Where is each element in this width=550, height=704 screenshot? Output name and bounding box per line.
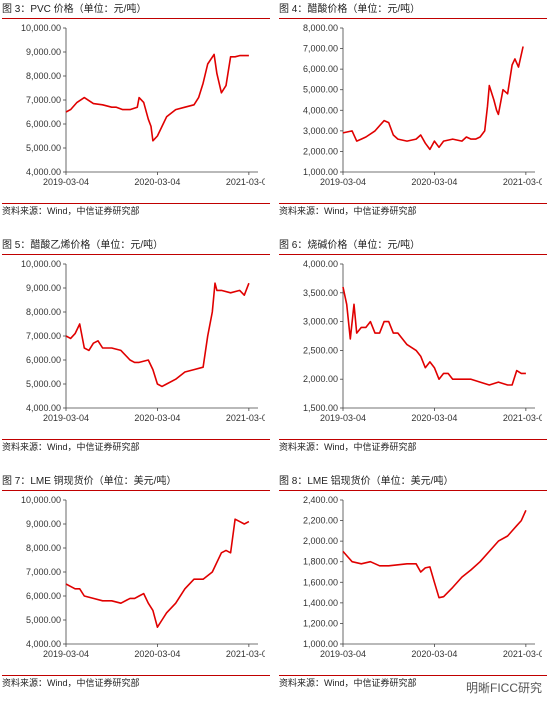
- y-tick-label: 10,000.00: [21, 23, 61, 33]
- y-tick-label: 6,000.00: [26, 591, 61, 601]
- x-tick-label: 2019-03-04: [43, 649, 89, 659]
- source-note: 资料来源：Wind，中信证券研究部: [2, 675, 270, 691]
- chart-title: 图 8：LME 铝现货价（单位：美元/吨）: [279, 474, 547, 491]
- y-tick-label: 7,000.00: [26, 567, 61, 577]
- x-tick-label: 2019-03-04: [43, 177, 89, 187]
- y-tick-label: 1,200.00: [303, 618, 338, 628]
- y-tick-label: 8,000.00: [303, 23, 338, 33]
- chart-title: 图 4：醋酸价格（单位：元/吨）: [279, 2, 547, 19]
- x-tick-label: 2021-03-04: [226, 649, 265, 659]
- x-tick-label: 2020-03-04: [134, 177, 180, 187]
- x-tick-label: 2019-03-04: [320, 413, 366, 423]
- source-note: 资料来源：Wind，中信证券研究部: [279, 675, 547, 691]
- chart-panel-4: 图 6：烧碱价格（单位：元/吨） 1,500.00 2,000.00 2,500.0…: [277, 236, 547, 468]
- y-tick-label: 4,000.00: [303, 259, 338, 269]
- source-note: 资料来源：Wind，中信证券研究部: [2, 203, 270, 219]
- x-tick-label: 2020-03-04: [134, 649, 180, 659]
- chart-panel-5: 图 7：LME 铜现货价（单位：美元/吨） 4,000.00 5,000.00 6,…: [0, 472, 270, 704]
- y-tick-label: 8,000.00: [26, 71, 61, 81]
- chart-panel-3: 图 5：醋酸乙烯价格（单位：元/吨） 4,000.00 5,000.00 6,000…: [0, 236, 270, 468]
- y-tick-label: 2,000.00: [303, 374, 338, 384]
- y-tick-label: 2,500.00: [303, 345, 338, 355]
- chart-plot: 4,000.00 5,000.00 6,000.00 7,000.00 8,000.00…: [21, 23, 265, 187]
- chart-panel-6: 图 8：LME 铝现货价（单位：美元/吨） 1,000.00 1,200.00 1,…: [277, 472, 547, 704]
- y-tick-label: 6,000.00: [26, 355, 61, 365]
- x-tick-label: 2019-03-04: [320, 649, 366, 659]
- x-tick-label: 2021-03-04: [503, 177, 542, 187]
- y-tick-label: 6,000.00: [26, 119, 61, 129]
- y-tick-label: 5,000.00: [26, 615, 61, 625]
- chart-panel-2: 图 4：醋酸价格（单位：元/吨） 1,000.00 2,000.00 3,000.0…: [277, 0, 547, 232]
- chart-panel-1: 图 3：PVC 价格（单位：元/吨） 4,000.00 5,000.00 6,000…: [0, 0, 270, 232]
- y-tick-label: 3,000.00: [303, 126, 338, 136]
- y-tick-label: 9,000.00: [26, 47, 61, 57]
- chart-plot: 1,000.00 1,200.00 1,400.00 1,600.00 1,800.00…: [303, 495, 542, 659]
- y-tick-label: 5,000.00: [26, 143, 61, 153]
- y-tick-label: 3,500.00: [303, 288, 338, 298]
- y-tick-label: 2,200.00: [303, 516, 338, 526]
- chart-title: 图 7：LME 铜现货价（单位：美元/吨）: [2, 474, 270, 491]
- x-tick-label: 2020-03-04: [411, 649, 457, 659]
- y-tick-label: 5,000.00: [26, 379, 61, 389]
- source-note: 资料来源：Wind，中信证券研究部: [279, 439, 547, 455]
- y-tick-label: 9,000.00: [26, 283, 61, 293]
- y-tick-label: 1,800.00: [303, 557, 338, 567]
- y-tick-label: 7,000.00: [303, 44, 338, 54]
- y-tick-label: 1,500.00: [303, 403, 338, 413]
- chart-title: 图 3：PVC 价格（单位：元/吨）: [2, 2, 270, 19]
- y-tick-label: 4,000.00: [26, 639, 61, 649]
- y-tick-label: 8,000.00: [26, 307, 61, 317]
- y-tick-label: 4,000.00: [26, 167, 61, 177]
- y-tick-label: 6,000.00: [303, 64, 338, 74]
- x-tick-label: 2021-03-04: [226, 413, 265, 423]
- chart-plot: 1,500.00 2,000.00 2,500.00 3,000.00 3,500.00…: [303, 259, 542, 423]
- y-tick-label: 2,000.00: [303, 536, 338, 546]
- x-tick-label: 2021-03-04: [503, 649, 542, 659]
- series-line: [65, 53, 249, 142]
- y-tick-label: 3,000.00: [303, 317, 338, 327]
- watermark-label: 明晰FICC研究: [464, 679, 544, 696]
- x-tick-label: 2019-03-04: [43, 413, 89, 423]
- y-tick-label: 2,000.00: [303, 146, 338, 156]
- y-tick-label: 1,000.00: [303, 167, 338, 177]
- y-tick-label: 8,000.00: [26, 543, 61, 553]
- source-note: 资料来源：Wind，中信证券研究部: [2, 439, 270, 455]
- y-tick-label: 9,000.00: [26, 519, 61, 529]
- series-line: [342, 286, 526, 386]
- y-tick-label: 2,400.00: [303, 495, 338, 505]
- series-line: [65, 282, 250, 388]
- series-line: [65, 518, 250, 628]
- x-tick-label: 2020-03-04: [411, 177, 457, 187]
- chart-title: 图 5：醋酸乙烯价格（单位：元/吨）: [2, 238, 270, 255]
- y-tick-label: 1,400.00: [303, 598, 338, 608]
- x-tick-label: 2021-03-04: [503, 413, 542, 423]
- y-tick-label: 1,600.00: [303, 577, 338, 587]
- chart-plot: 4,000.00 5,000.00 6,000.00 7,000.00 8,000.00…: [21, 259, 265, 423]
- y-tick-label: 4,000.00: [303, 105, 338, 115]
- chart-plot: 4,000.00 5,000.00 6,000.00 7,000.00 8,000.00…: [21, 495, 265, 659]
- series-line: [342, 509, 527, 599]
- chart-plot: 1,000.00 2,000.00 3,000.00 4,000.00 5,000.00…: [303, 23, 542, 187]
- x-tick-label: 2020-03-04: [411, 413, 457, 423]
- y-tick-label: 7,000.00: [26, 95, 61, 105]
- chart-title: 图 6：烧碱价格（单位：元/吨）: [279, 238, 547, 255]
- y-tick-label: 5,000.00: [303, 85, 338, 95]
- y-tick-label: 7,000.00: [26, 331, 61, 341]
- y-tick-label: 10,000.00: [21, 259, 61, 269]
- source-note: 资料来源：Wind，中信证券研究部: [279, 203, 547, 219]
- x-tick-label: 2021-03-04: [226, 177, 265, 187]
- x-tick-label: 2019-03-04: [320, 177, 366, 187]
- series-line: [342, 46, 524, 151]
- y-tick-label: 1,000.00: [303, 639, 338, 649]
- y-tick-label: 10,000.00: [21, 495, 61, 505]
- x-tick-label: 2020-03-04: [134, 413, 180, 423]
- y-tick-label: 4,000.00: [26, 403, 61, 413]
